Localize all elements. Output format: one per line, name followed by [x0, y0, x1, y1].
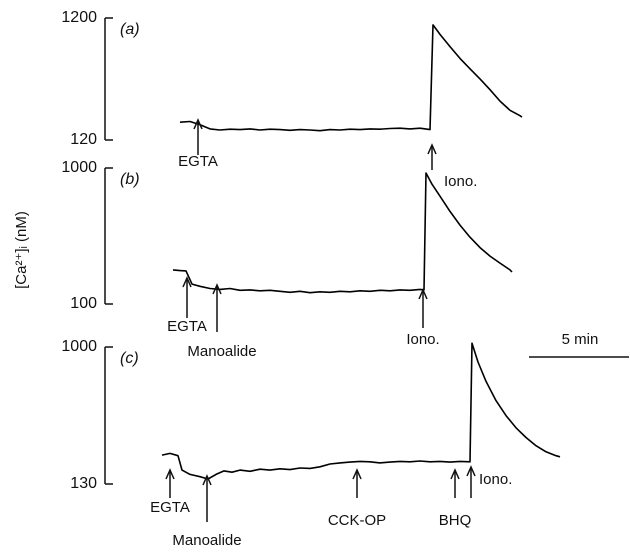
arrow-label: Manoalide	[172, 532, 241, 549]
arrow-head	[212, 283, 222, 295]
arrow-head	[418, 288, 428, 300]
arrow-label: EGTA	[178, 153, 218, 170]
y-tick-label: 1200	[61, 9, 97, 26]
arrow-label: CCK-OP	[328, 512, 386, 529]
panel-label: (b)	[120, 171, 140, 188]
y-axis-label: [Ca²⁺]ᵢ (nM)	[13, 211, 30, 289]
panel-label: (c)	[120, 350, 139, 367]
arrow-head	[182, 276, 192, 288]
arrow-head	[352, 468, 362, 480]
scale-bar-label: 5 min	[562, 331, 599, 348]
y-tick-label: 120	[70, 131, 97, 148]
trace	[161, 342, 561, 480]
arrow-head	[165, 468, 175, 480]
y-tick-label: 1000	[61, 159, 97, 176]
arrow-head	[450, 468, 460, 480]
arrow-label: Iono.	[479, 471, 512, 488]
arrow-head	[466, 465, 476, 477]
trace	[172, 172, 513, 294]
panel-label: (a)	[120, 21, 140, 38]
y-tick-label: 1000	[61, 338, 97, 355]
y-tick-label: 130	[70, 475, 97, 492]
arrow-head	[193, 118, 203, 130]
arrow-head	[202, 474, 212, 486]
arrow-head	[427, 143, 437, 155]
arrow-label: Iono.	[406, 331, 439, 348]
y-tick-label: 100	[70, 295, 97, 312]
trace	[179, 24, 523, 132]
arrow-label: Iono.	[444, 173, 477, 190]
arrow-label: Manoalide	[187, 343, 256, 360]
arrow-label: EGTA	[150, 499, 190, 516]
arrow-label: BHQ	[439, 512, 472, 529]
arrow-label: EGTA	[167, 318, 207, 335]
